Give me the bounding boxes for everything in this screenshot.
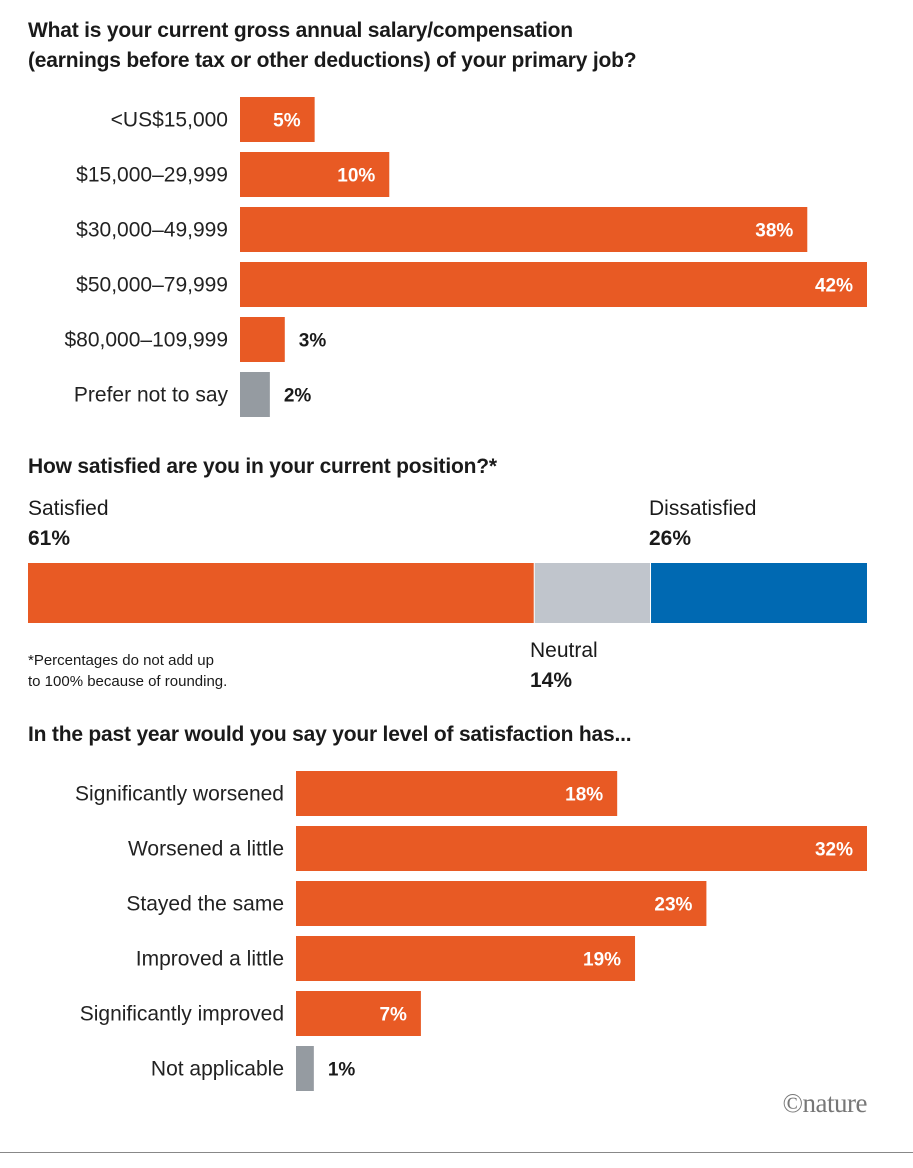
bar <box>296 936 636 981</box>
dissatisfied-label: Dissatisfied <box>649 497 757 520</box>
bar <box>296 881 707 926</box>
chart3-title: In the past year would you say your leve… <box>28 723 632 746</box>
value-label: 23% <box>654 895 692 916</box>
value-label: 1% <box>328 1060 356 1081</box>
category-label: $80,000–109,999 <box>65 329 229 352</box>
segment-satisfied <box>28 563 535 623</box>
value-label: 3% <box>299 331 327 352</box>
satisfied-label: Satisfied <box>28 497 109 520</box>
bar <box>240 262 867 307</box>
value-label: 2% <box>284 386 312 407</box>
category-label: $50,000–79,999 <box>76 274 228 297</box>
rounding-footnote: *Percentages do not add up to 100% becau… <box>28 650 308 692</box>
value-label: 5% <box>273 111 301 132</box>
chart1-title: What is your current gross annual salary… <box>28 16 637 76</box>
value-label: 18% <box>565 785 603 806</box>
satisfaction-stacked-bar <box>28 563 867 623</box>
bar <box>240 372 270 417</box>
footnote-line2: to 100% because of rounding. <box>28 673 228 690</box>
value-label: 19% <box>583 950 621 971</box>
satisfaction-change-bar-chart: Significantly worsened 18% Worsened a litt… <box>75 771 867 1091</box>
bar <box>240 317 285 362</box>
category-label: Significantly worsened <box>75 783 284 806</box>
bar <box>296 771 618 816</box>
bottom-rule <box>0 1152 913 1153</box>
value-label: 42% <box>815 276 853 297</box>
category-label: Stayed the same <box>126 893 284 916</box>
category-label: Worsened a little <box>128 838 284 861</box>
value-label: 38% <box>755 221 793 242</box>
footnote-line1: *Percentages do not add up <box>28 652 214 669</box>
neutral-value: 14% <box>530 669 573 692</box>
category-label: $15,000–29,999 <box>76 164 228 187</box>
segment-neutral <box>534 563 652 623</box>
value-label: 32% <box>815 840 853 861</box>
category-label: $30,000–49,999 <box>76 219 228 242</box>
category-label: Significantly improved <box>80 1003 284 1026</box>
segment-dissatisfied <box>651 563 867 623</box>
category-label: Prefer not to say <box>74 384 229 407</box>
category-label: <US$15,000 <box>111 109 228 132</box>
dissatisfied-value: 26% <box>649 527 692 550</box>
bar <box>296 1046 314 1091</box>
bar <box>240 207 808 252</box>
bar <box>240 97 315 142</box>
salary-bar-chart: <US$15,000 5% $15,000–29,999 10% $30,000–49,… <box>65 97 867 417</box>
chart1-title-line2: (earnings before tax or other deductions… <box>28 49 637 72</box>
category-label: Improved a little <box>136 948 284 971</box>
bar <box>240 152 390 197</box>
category-label: Not applicable <box>151 1058 284 1081</box>
chart2-title: How satisfied are you in your current po… <box>28 455 497 478</box>
nature-logo: ©nature <box>782 1088 868 1118</box>
bar <box>296 991 421 1036</box>
chart1-title-line1: What is your current gross annual salary… <box>28 19 573 42</box>
satisfied-value: 61% <box>28 527 71 550</box>
value-label: 10% <box>337 166 375 187</box>
bar <box>296 826 867 871</box>
value-label: 7% <box>379 1005 407 1026</box>
neutral-label: Neutral <box>530 639 598 662</box>
